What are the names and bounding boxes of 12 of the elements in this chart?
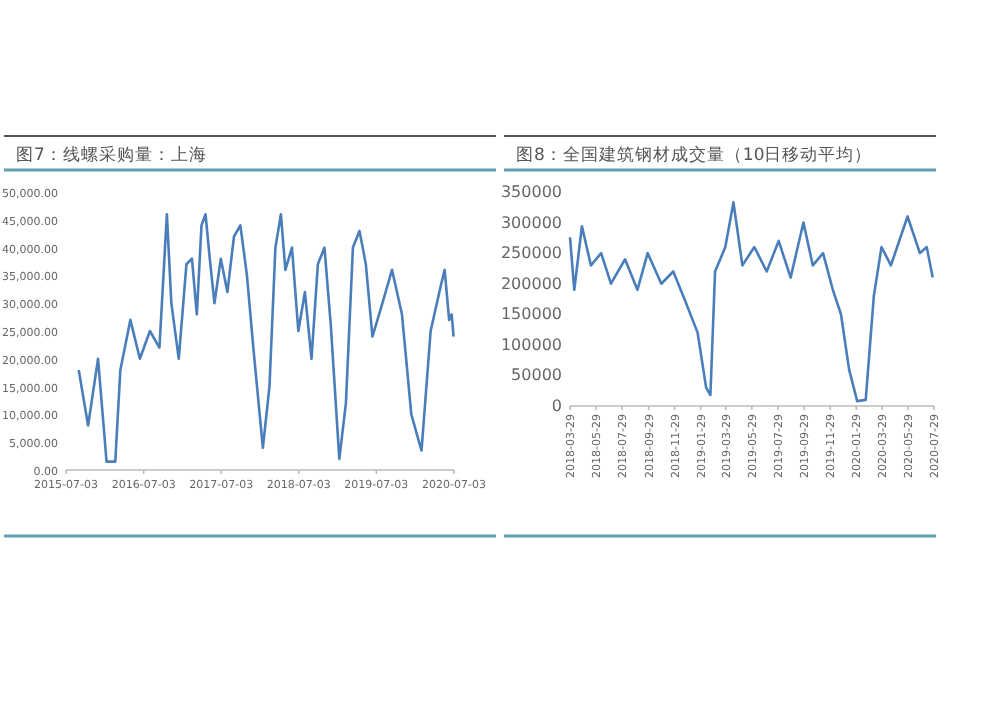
y-tick-label: 300000 [500, 213, 562, 232]
y-tick-label: 0 [551, 397, 562, 415]
y-tick-label: 350000 [500, 183, 562, 201]
y-tick-label: 200000 [500, 274, 562, 293]
line-series [77, 212, 455, 463]
chart-title: 图7：线螺采购量：上海 [16, 144, 207, 166]
y-tick-label: 150000 [500, 305, 562, 324]
y-tick-label: 50000 [511, 366, 562, 385]
line-series [568, 201, 935, 403]
y-tick-label: 100000 [500, 335, 562, 354]
chart-title: 图8：全国建筑钢材成交量（10日移动平均） [516, 144, 873, 166]
y-tick-label: 250000 [500, 244, 562, 263]
